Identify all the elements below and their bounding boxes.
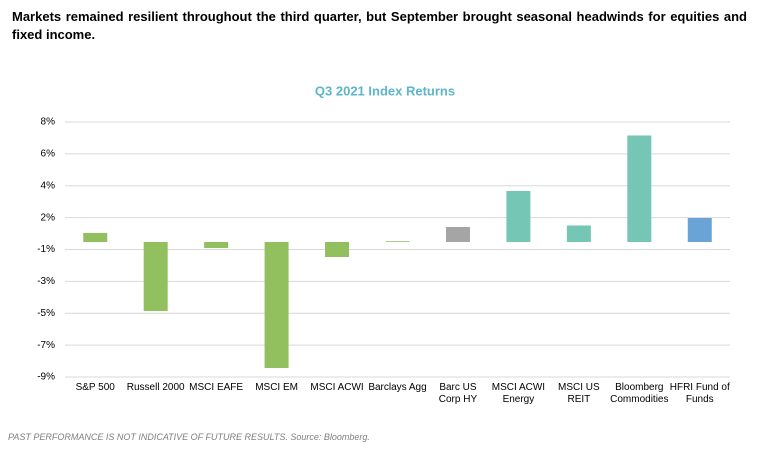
- y-tick-label: -1%: [37, 244, 55, 255]
- x-tick-label: MSCI ACWI: [310, 382, 364, 393]
- y-tick-label: 4%: [41, 180, 56, 191]
- x-tick-label: HFRI Fund of Funds: [669, 382, 730, 405]
- y-tick-label: 8%: [41, 117, 56, 128]
- x-tick-label: Barclays Agg: [368, 382, 427, 393]
- y-tick-label: 6%: [41, 149, 56, 160]
- bar: [506, 191, 531, 242]
- bar: [143, 242, 168, 311]
- chart-title: Q3 2021 Index Returns: [315, 83, 455, 98]
- x-tick-label: MSCI EAFE: [189, 382, 244, 393]
- y-tick-label: -7%: [37, 340, 55, 351]
- footnote: PAST PERFORMANCE IS NOT INDICATIVE OF FU…: [8, 432, 370, 442]
- bar: [445, 227, 470, 242]
- bar: [264, 242, 289, 368]
- x-tick-label: Bloomberg Commodities: [610, 382, 669, 405]
- x-tick-label: MSCI EM: [255, 382, 298, 393]
- bar: [83, 233, 108, 242]
- bar: [566, 225, 591, 242]
- bar: [687, 218, 712, 242]
- y-tick-label: -3%: [37, 276, 55, 287]
- y-tick-label: 2%: [41, 212, 56, 223]
- x-tick-label: S&P 500: [75, 382, 115, 393]
- y-tick-label: -5%: [37, 308, 55, 319]
- bar: [325, 242, 350, 257]
- x-tick-label: Barc US Corp HY: [438, 382, 478, 405]
- x-tick-label: Russell 2000: [126, 382, 185, 393]
- bar: [385, 241, 410, 243]
- bar: [627, 135, 652, 242]
- y-tick-label: -9%: [37, 372, 55, 383]
- headline: Markets remained resilient throughout th…: [12, 9, 747, 42]
- bar: [204, 242, 229, 248]
- x-tick-label: MSCI ACWI Energy: [491, 382, 546, 405]
- x-tick-label: MSCI US REIT: [558, 382, 600, 405]
